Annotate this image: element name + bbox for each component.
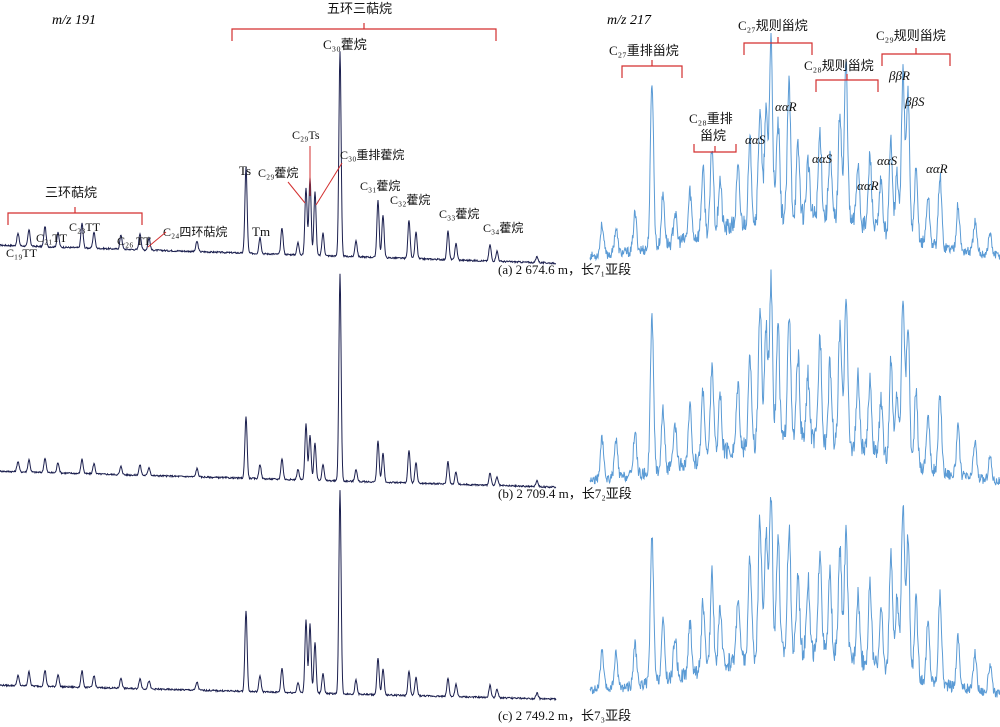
m217-annotations: C₂₇重排甾烷 C₂₈重排 甾烷 C₂₇规则甾烷 C₂₈规则甾烷 C₂₉规则甾烷… (609, 18, 948, 193)
label-c29-aas: ααS (877, 153, 898, 168)
bracket-label-tricyclic: 三环萜烷 (45, 185, 97, 200)
series-line-m191-panel-b (0, 273, 557, 489)
bracket-191-0 (7, 207, 143, 225)
bracket-217-0 (621, 60, 683, 78)
label-c19tt: C₁₉TT (6, 246, 38, 260)
bracket-label-c27-rearranged: C₂₇重排甾烷 (609, 43, 679, 58)
label-c27-aas: ααS (745, 132, 766, 147)
bracket-191-1 (231, 23, 497, 41)
series-line-m191-panel-c (0, 490, 557, 702)
bracket-217-2 (743, 37, 813, 55)
label-c24-tetracyclic: C₂₄四环萜烷 (163, 225, 227, 239)
title-m217: m/z 217 (607, 13, 652, 28)
bracket-217-1 (693, 144, 737, 153)
label-c28-aas: ααS (812, 151, 833, 166)
bracket-label-c27-regular: C₂₇规则甾烷 (738, 18, 808, 33)
label-c27-aar: ααR (775, 99, 797, 114)
plot-area (0, 32, 1000, 702)
bracket-label-c28-rearranged-2: 甾烷 (700, 128, 726, 143)
bracket-label-c28-rearranged: C₂₈重排 (689, 111, 733, 126)
m191-annotations: 三环萜烷 五环三萜烷 C₃₀藿烷 C₁₉TT C₂₁TT C₂₃TT C₂₆ T… (6, 1, 523, 260)
series-line-m217-panel-c (589, 497, 1000, 698)
caption-panel-c: (c) 2 749.2 m，长7₃亚段 (498, 708, 631, 723)
bracket-annotations (7, 23, 951, 225)
label-c29-hopane: C₂₉藿烷 (258, 166, 298, 180)
label-c29-aar: ααR (926, 161, 948, 176)
label-c29-bbs: ββS (904, 94, 925, 109)
series-line-m217-panel-a (589, 32, 1000, 262)
caption-panel-b: (b) 2 709.4 m，长7₂亚段 (498, 486, 632, 501)
panel-captions: (a) 2 674.6 m，长7₁亚段 (b) 2 709.4 m，长7₂亚段 … (498, 262, 632, 723)
label-c23tt: C₂₃TT (69, 220, 101, 234)
label-c31-hopane: C₃₁藿烷 (360, 179, 400, 193)
label-c32-hopane: C₃₂藿烷 (390, 193, 430, 207)
bracket-217-4 (881, 48, 951, 66)
label-ts: Ts (239, 163, 251, 178)
caption-panel-a: (a) 2 674.6 m，长7₁亚段 (498, 262, 631, 277)
series-line-m217-panel-b (589, 269, 1000, 486)
bracket-217-3 (815, 74, 879, 92)
bracket-label-c29-regular: C₂₉规则甾烷 (876, 28, 946, 43)
label-c29ts: C₂₉Ts (292, 128, 320, 142)
label-c21tt: C₂₁TT (36, 231, 68, 245)
label-c33-hopane: C₃₃藿烷 (439, 207, 479, 221)
label-c28-aar: ααR (857, 178, 879, 193)
label-c34-hopane: C₃₄藿烷 (483, 221, 523, 235)
label-c30-hopane: C₃₀藿烷 (323, 37, 367, 52)
title-m191: m/z 191 (52, 13, 96, 28)
bracket-label-pentacyclic: 五环三萜烷 (327, 1, 392, 16)
bracket-label-c28-regular: C₂₈规则甾烷 (804, 58, 874, 73)
label-c26tt: C₂₆ TT (117, 234, 151, 248)
label-c29-bbr: ββR (888, 68, 910, 83)
label-tm: Tm (252, 224, 270, 239)
leader-lines (147, 146, 343, 248)
series-line-m191-panel-a (0, 51, 557, 265)
label-c30-rearranged-hopane: C₃₀重排藿烷 (340, 148, 404, 162)
